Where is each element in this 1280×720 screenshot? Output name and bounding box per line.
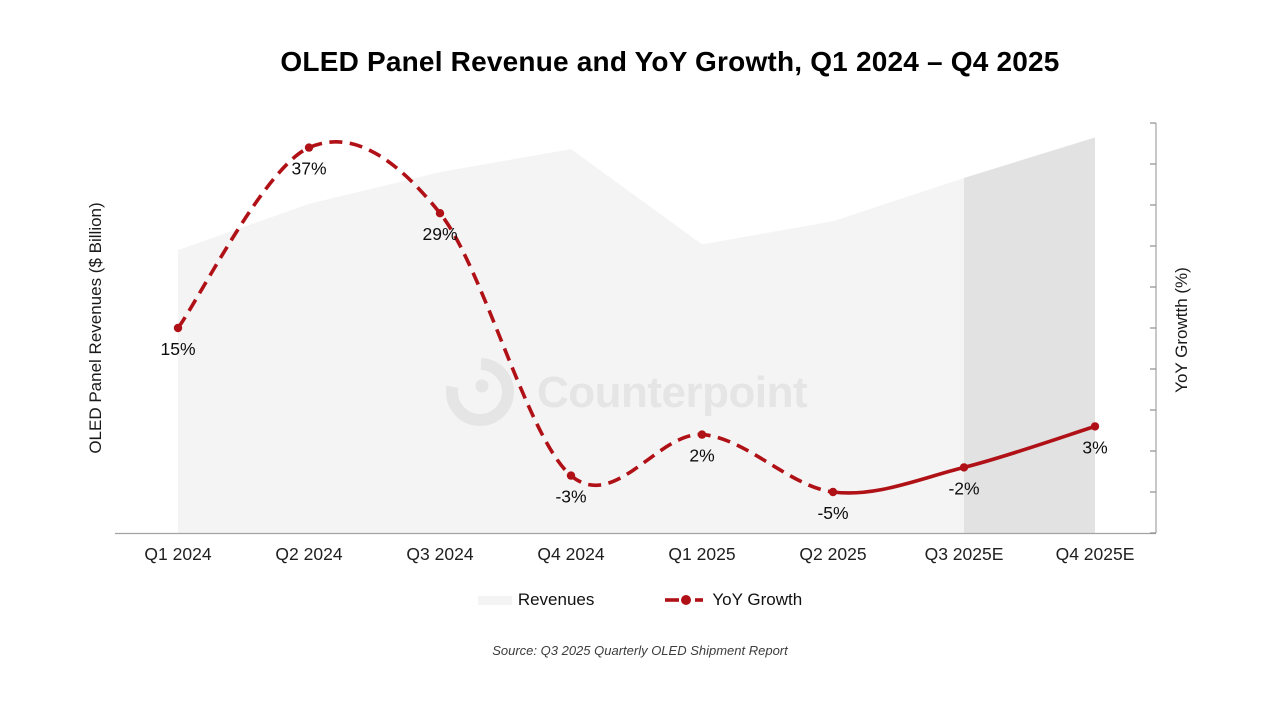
data-point-label: 2% <box>689 446 714 466</box>
yoy-line-glyph-icon <box>665 595 704 605</box>
counterpoint-logo-dot-icon <box>475 379 489 393</box>
watermark-text: Counterpoint <box>537 368 808 417</box>
chart-legend: Revenues YoY Growth <box>0 590 1280 610</box>
x-axis-label: Q4 2025E <box>1056 544 1135 564</box>
data-point-label: -3% <box>555 487 586 507</box>
source-note: Source: Q3 2025 Quarterly OLED Shipment … <box>492 643 788 658</box>
x-axis-label: Q4 2024 <box>537 544 604 564</box>
data-point-marker <box>435 209 445 218</box>
forecast-band <box>964 137 1095 533</box>
area-layer <box>178 137 1095 533</box>
data-point-marker <box>566 471 576 480</box>
legend-item-yoy: YoY Growth <box>664 590 802 610</box>
x-axis-label: Q1 2024 <box>144 544 211 564</box>
x-axis-label: Q1 2025 <box>668 544 735 564</box>
data-point-marker <box>959 463 969 472</box>
chart-title: OLED Panel Revenue and YoY Growth, Q1 20… <box>280 46 1060 77</box>
revenues-area <box>178 137 1095 533</box>
line-layer: Q1 2024 Q2 2024 Q3 2024 Q4 2024 Q1 2025 Q2 20… <box>115 122 1157 564</box>
data-point-label: 37% <box>291 159 326 179</box>
data-point-label: 29% <box>422 224 457 244</box>
legend-item-revenues: Revenues <box>477 590 595 610</box>
counterpoint-watermark: Counterpoint <box>446 358 809 426</box>
data-point-marker <box>1090 422 1100 431</box>
x-axis-label: Q3 2024 <box>406 544 473 564</box>
data-point-marker <box>173 323 183 333</box>
data-point-label: -2% <box>948 478 979 498</box>
data-point-marker <box>304 143 314 152</box>
data-point-label: 3% <box>1082 437 1107 457</box>
x-axis-label: Q2 2025 <box>799 544 866 564</box>
revenues-swatch-icon <box>477 595 512 605</box>
counterpoint-logo-icon <box>446 358 514 426</box>
x-axis-label: Q3 2025E <box>925 544 1004 564</box>
legend-yoy-label: YoY Growth <box>712 590 803 609</box>
data-point-marker <box>697 430 707 439</box>
legend-revenues-label: Revenues <box>517 590 595 609</box>
data-point-marker <box>828 487 838 497</box>
x-axis-label: Q2 2024 <box>275 544 342 564</box>
data-point-label: 15% <box>160 339 195 359</box>
data-point-label: -5% <box>817 503 848 523</box>
